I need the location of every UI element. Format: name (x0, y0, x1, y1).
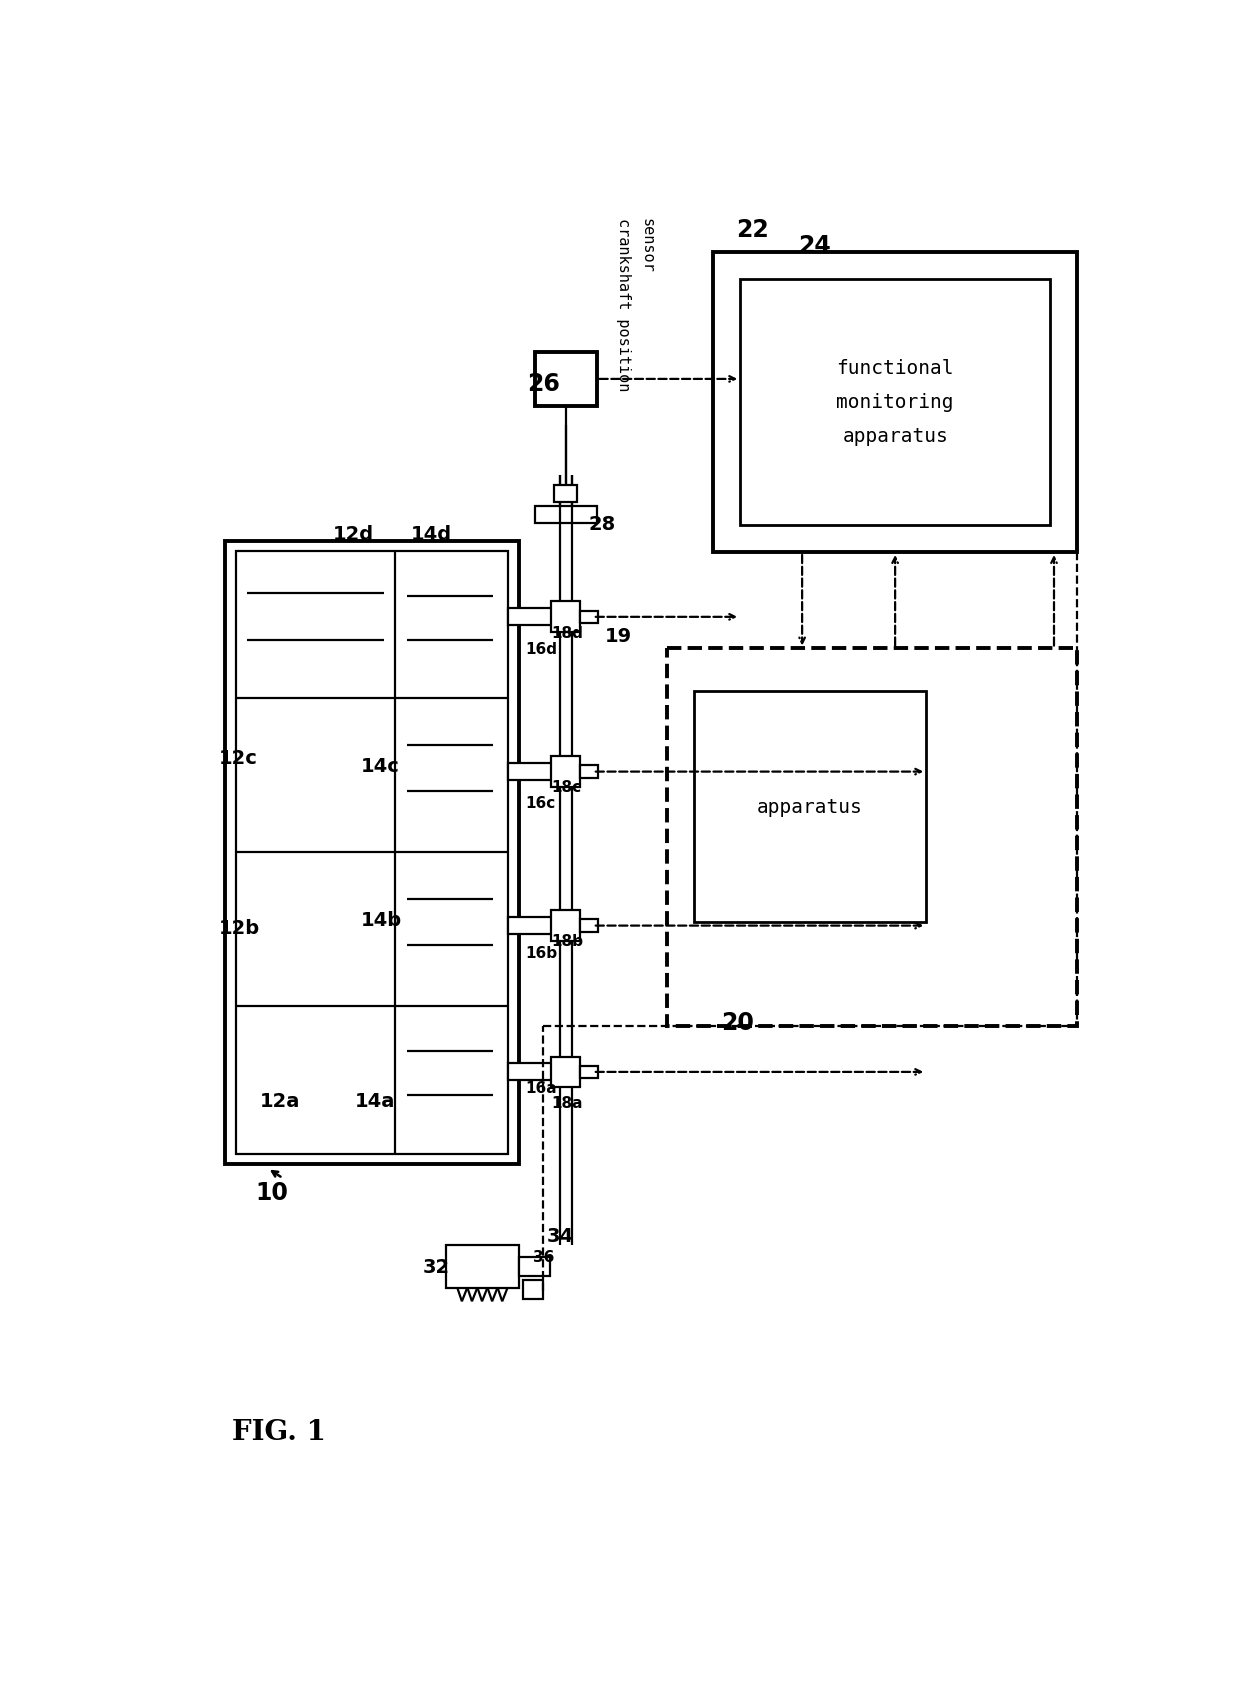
Text: 14c: 14c (361, 757, 399, 775)
Text: 14b: 14b (361, 910, 402, 929)
Text: 16d: 16d (526, 642, 558, 657)
Bar (520, 1257, 551, 1277)
Bar (554, 486, 578, 503)
Text: 18a: 18a (552, 1096, 583, 1110)
Bar (580, 611, 598, 623)
Text: 14d: 14d (410, 524, 451, 544)
Text: 14a: 14a (355, 1091, 396, 1110)
Bar (224, 540, 520, 1165)
Bar (667, 649, 1078, 1027)
Text: 12a: 12a (259, 1091, 300, 1110)
Bar (551, 757, 580, 787)
Bar (508, 610, 563, 627)
Text: 18d: 18d (552, 627, 584, 640)
Bar (580, 767, 598, 779)
Text: 10: 10 (255, 1181, 289, 1204)
Text: 20: 20 (720, 1010, 754, 1035)
Bar (551, 1057, 580, 1088)
Text: 19: 19 (605, 627, 631, 645)
Text: 18b: 18b (552, 934, 584, 949)
Bar (445, 1245, 520, 1287)
Bar (740, 280, 1050, 525)
Text: 36: 36 (533, 1250, 554, 1265)
Text: 32: 32 (423, 1257, 449, 1275)
Bar (534, 507, 596, 524)
Text: 22: 22 (737, 218, 769, 242)
Text: 18c: 18c (552, 780, 582, 796)
Bar (508, 917, 563, 934)
Text: apparatus: apparatus (756, 797, 863, 816)
Text: 16c: 16c (526, 796, 556, 811)
Bar (551, 601, 580, 633)
Text: 26: 26 (527, 372, 560, 395)
Bar (534, 353, 596, 407)
Text: 12c: 12c (218, 748, 258, 768)
Text: 16b: 16b (526, 946, 558, 961)
Text: crankshaft position: crankshaft position (616, 218, 631, 392)
Text: sensor: sensor (640, 218, 655, 274)
Bar (580, 921, 598, 932)
Bar (580, 1066, 598, 1078)
Text: 28: 28 (589, 515, 616, 534)
Bar (551, 910, 580, 941)
Text: 34: 34 (547, 1226, 573, 1245)
Bar (508, 763, 563, 780)
Text: 12b: 12b (218, 919, 259, 937)
Text: FIG. 1: FIG. 1 (233, 1419, 326, 1446)
Text: 16a: 16a (526, 1079, 557, 1094)
Text: 12d: 12d (334, 524, 374, 544)
Bar (713, 253, 1078, 552)
Bar (508, 1064, 563, 1081)
Bar (523, 1280, 543, 1299)
Bar (236, 552, 508, 1154)
Text: functional
monitoring
apparatus: functional monitoring apparatus (836, 360, 954, 446)
Text: 24: 24 (799, 233, 831, 257)
Bar (693, 691, 926, 922)
